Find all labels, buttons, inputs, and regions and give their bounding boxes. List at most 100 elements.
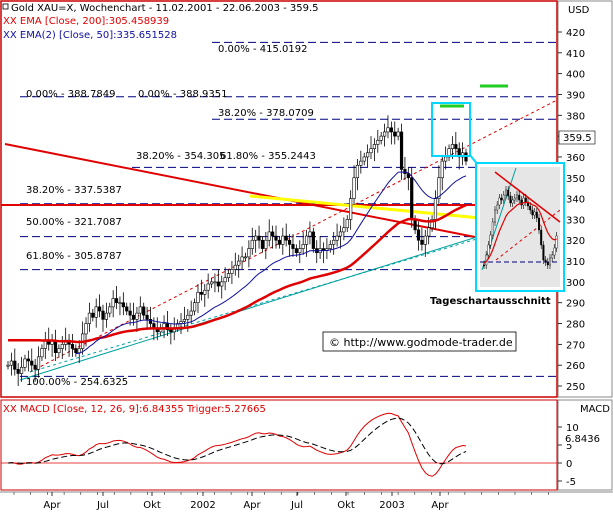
highlight-box <box>431 102 471 157</box>
channel-lower <box>29 237 481 373</box>
fib-label: 38.20% - 354.305 <box>136 151 225 162</box>
time-tick-label: 2002 <box>190 500 215 511</box>
candle-body <box>264 239 268 249</box>
candle-body <box>352 177 356 199</box>
macd-tick-label: 0 <box>566 459 572 470</box>
candle-body <box>169 329 173 333</box>
candle-body <box>349 198 353 220</box>
candle-body <box>430 219 434 229</box>
inset-candle-body <box>540 229 543 246</box>
candle-body <box>77 348 81 353</box>
candle-body <box>108 306 112 314</box>
candle-body <box>237 260 241 266</box>
inset-candle-body <box>524 197 527 203</box>
price-tick-label: 420 <box>566 28 585 39</box>
fib-label: 61.80% - 355.2443 <box>220 151 316 162</box>
price-tick-label: 300 <box>566 278 585 289</box>
candle-body <box>9 360 13 366</box>
time-tick-label: Apr <box>43 500 61 511</box>
inset-label: Tageschartausschnitt <box>430 296 551 307</box>
watermark-box <box>322 331 517 352</box>
candle-body <box>196 291 200 304</box>
macd-lines: 10 5 0 -5 <box>1 412 579 488</box>
price-tick-label: 340 <box>566 195 585 206</box>
candle-body <box>247 248 251 258</box>
price-tick-label: 410 <box>566 49 585 60</box>
price-tick-label: 350 <box>566 174 585 185</box>
candle-body <box>148 319 153 324</box>
fib-label: 38.20% - 378.0709 <box>218 108 314 119</box>
candle-body <box>413 219 417 231</box>
macd-header: XX MACD [Close, 12, 26, 9]:6.84355 Trigg… <box>3 404 266 415</box>
inset-ema <box>483 201 557 264</box>
inset-candle-body <box>494 209 497 223</box>
candle-body <box>26 358 30 362</box>
candle-body <box>138 306 142 314</box>
candle-body <box>399 131 404 170</box>
candle-body <box>410 177 414 220</box>
yellow-marker <box>249 194 481 220</box>
price-tick-label: 330 <box>566 215 585 226</box>
fib-label: 50.00% - 321.7087 <box>26 217 122 228</box>
candle-body <box>226 273 231 279</box>
inset-candle-body <box>507 189 510 197</box>
inset-candle-body <box>538 217 541 231</box>
fib-label: 38.20% - 337.5387 <box>26 185 122 196</box>
inset-candle-body <box>520 199 523 206</box>
candle-body <box>13 360 17 370</box>
candle-body <box>342 227 346 233</box>
candle-body <box>450 144 455 149</box>
candle-body <box>386 127 390 133</box>
inset-candle-body <box>542 244 545 261</box>
candle-body <box>152 323 156 328</box>
chart-header-title: Gold XAU=X, Wochenchart - 11.02.2001 - 2… <box>11 3 319 14</box>
inset-candle-body <box>498 197 501 206</box>
candle-body <box>291 244 295 249</box>
candle-body <box>60 344 64 349</box>
macd-tick-label: -5 <box>566 477 576 488</box>
candle-body <box>298 248 302 254</box>
candle-body <box>91 312 95 318</box>
candle-body <box>101 310 105 320</box>
candle-body <box>440 160 444 179</box>
candle-body <box>125 306 129 312</box>
inset-candle-body <box>549 257 552 266</box>
candle-body <box>142 306 146 316</box>
candle-body <box>338 231 343 237</box>
candle-body <box>223 277 227 283</box>
time-tick-label: Okt <box>143 500 161 511</box>
candle-body <box>328 244 332 249</box>
candle-body <box>121 302 125 308</box>
candle-body <box>335 235 339 241</box>
candle-body <box>216 281 220 287</box>
candle-body <box>16 369 20 374</box>
time-axis-ticks: Apr Jul Okt 2002 Apr Jul Okt 2003 Apr <box>13 492 549 511</box>
macd-last-value: 6.8436 <box>565 434 600 445</box>
macd-line <box>7 412 467 477</box>
candle-body <box>433 198 438 220</box>
ema200-label: XX EMA [Close, 200]:305.458939 <box>3 16 169 27</box>
candle-body <box>209 281 214 285</box>
candle-body <box>284 235 288 241</box>
candle-body <box>308 231 312 237</box>
fib-label: 61.80% - 305.8787 <box>26 251 122 262</box>
candle-body <box>240 256 244 262</box>
candle-body <box>162 323 166 328</box>
candle-body <box>57 348 61 353</box>
inset-candle-body <box>522 197 525 206</box>
candle-body <box>199 291 203 295</box>
price-tick-label: 400 <box>566 70 585 81</box>
inset-candle-body <box>553 247 556 256</box>
price-tick-label: 390 <box>566 90 585 101</box>
inset-candle-body <box>502 194 505 201</box>
price-tick-label: 290 <box>566 299 585 310</box>
candle-body <box>233 264 237 270</box>
inset-candle-body <box>533 211 536 216</box>
candle-body <box>36 356 41 370</box>
ema50-label: XX EMA(2) [Close, 50]:335.651528 <box>3 30 177 41</box>
price-tick-label: 360 <box>566 153 585 164</box>
time-tick-label: Jul <box>290 500 303 511</box>
candle-body <box>114 298 119 304</box>
candle-body <box>260 239 265 249</box>
last-price-label: 359.5 <box>563 133 592 144</box>
